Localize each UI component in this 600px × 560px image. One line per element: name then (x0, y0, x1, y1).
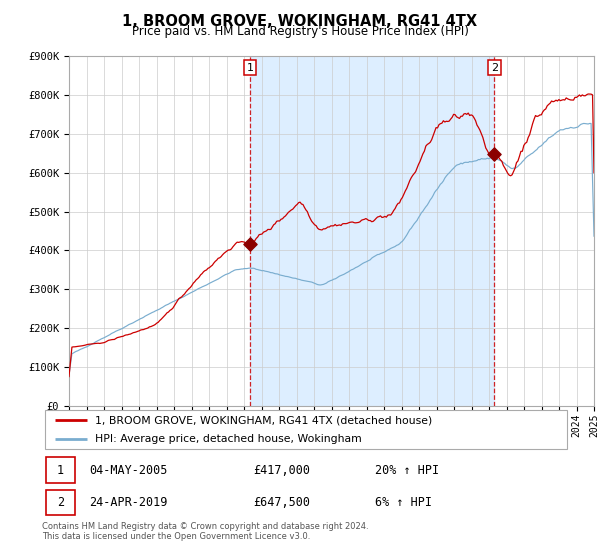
Text: Contains HM Land Registry data © Crown copyright and database right 2024.
This d: Contains HM Land Registry data © Crown c… (42, 522, 368, 542)
Text: £417,000: £417,000 (253, 464, 310, 477)
Text: 04-MAY-2005: 04-MAY-2005 (89, 464, 168, 477)
Text: 20% ↑ HPI: 20% ↑ HPI (374, 464, 439, 477)
Text: 1: 1 (57, 464, 64, 477)
Point (245, 239, 255, 248)
Text: 1, BROOM GROVE, WOKINGHAM, RG41 4TX: 1, BROOM GROVE, WOKINGHAM, RG41 4TX (122, 14, 478, 29)
Text: 1, BROOM GROVE, WOKINGHAM, RG41 4TX (detached house): 1, BROOM GROVE, WOKINGHAM, RG41 4TX (det… (95, 415, 432, 425)
Text: 1: 1 (247, 63, 253, 73)
Text: HPI: Average price, detached house, Wokingham: HPI: Average price, detached house, Woki… (95, 435, 362, 445)
FancyBboxPatch shape (46, 458, 75, 483)
Bar (250, 56, 494, 406)
Text: 2: 2 (491, 63, 498, 73)
FancyBboxPatch shape (46, 489, 75, 515)
FancyBboxPatch shape (44, 410, 568, 449)
Text: 24-APR-2019: 24-APR-2019 (89, 496, 168, 509)
Text: £647,500: £647,500 (253, 496, 310, 509)
Text: 2: 2 (57, 496, 64, 509)
Point (490, 150, 499, 158)
Text: 6% ↑ HPI: 6% ↑ HPI (374, 496, 431, 509)
Text: Price paid vs. HM Land Registry's House Price Index (HPI): Price paid vs. HM Land Registry's House … (131, 25, 469, 38)
